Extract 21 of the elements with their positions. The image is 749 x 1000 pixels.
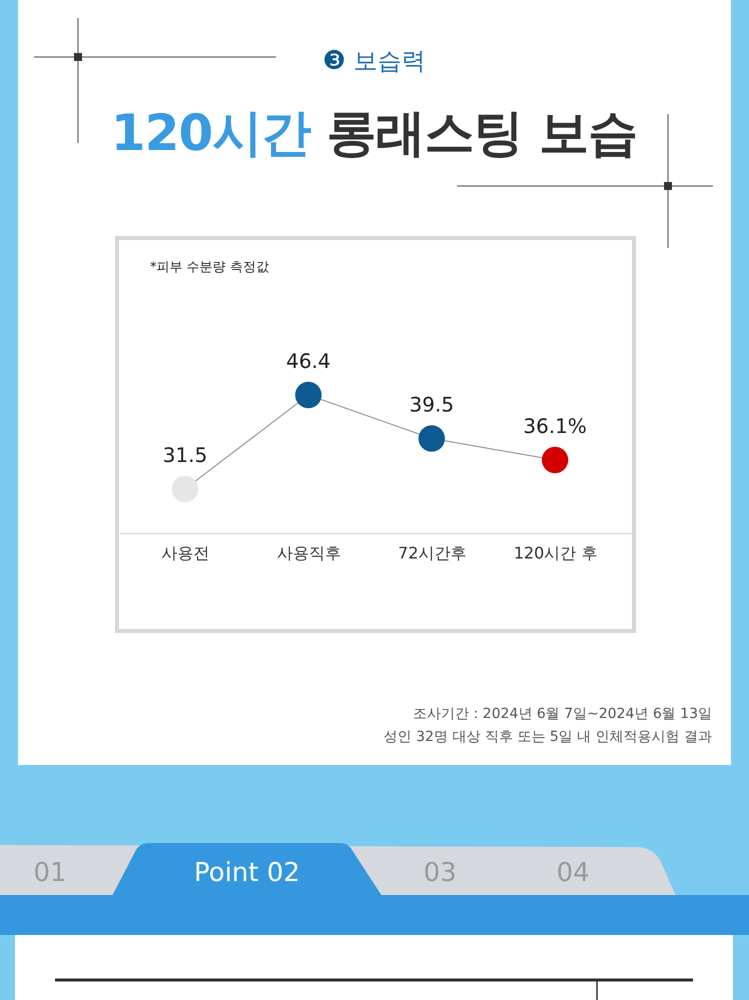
data-label: 46.4 (286, 349, 331, 373)
point (295, 382, 322, 408)
point (418, 425, 445, 452)
text: 03 (423, 857, 457, 890)
text: 조사기간 : 2024년 6월 7일~2024년 6월 13일 (412, 705, 712, 724)
text: Point 02 (194, 857, 300, 890)
chart-title: 120시간 롱래스팅 보습 (110, 103, 638, 164)
x-tick-label: 사용직후 (276, 544, 341, 562)
text: 성인 32명 대상 직후 또는 5일 내 인체적용시험 결과 (384, 728, 712, 747)
data-label: 36.1% (523, 414, 587, 438)
x-tick-label: 72시간후 (398, 544, 466, 562)
point (542, 446, 568, 474)
point (172, 476, 198, 502)
text: *피부 수분량 측정값 (150, 259, 269, 276)
chart-subtitle: ❸ 보습력 (322, 45, 426, 78)
text: 01 (33, 857, 67, 890)
data-label: 31.5 (162, 443, 208, 467)
data-label: 39.5 (409, 392, 454, 417)
text: 04 (556, 857, 590, 890)
x-tick-label: 사용전 (162, 544, 210, 562)
x-tick-label: 120시간 후 (514, 544, 598, 562)
